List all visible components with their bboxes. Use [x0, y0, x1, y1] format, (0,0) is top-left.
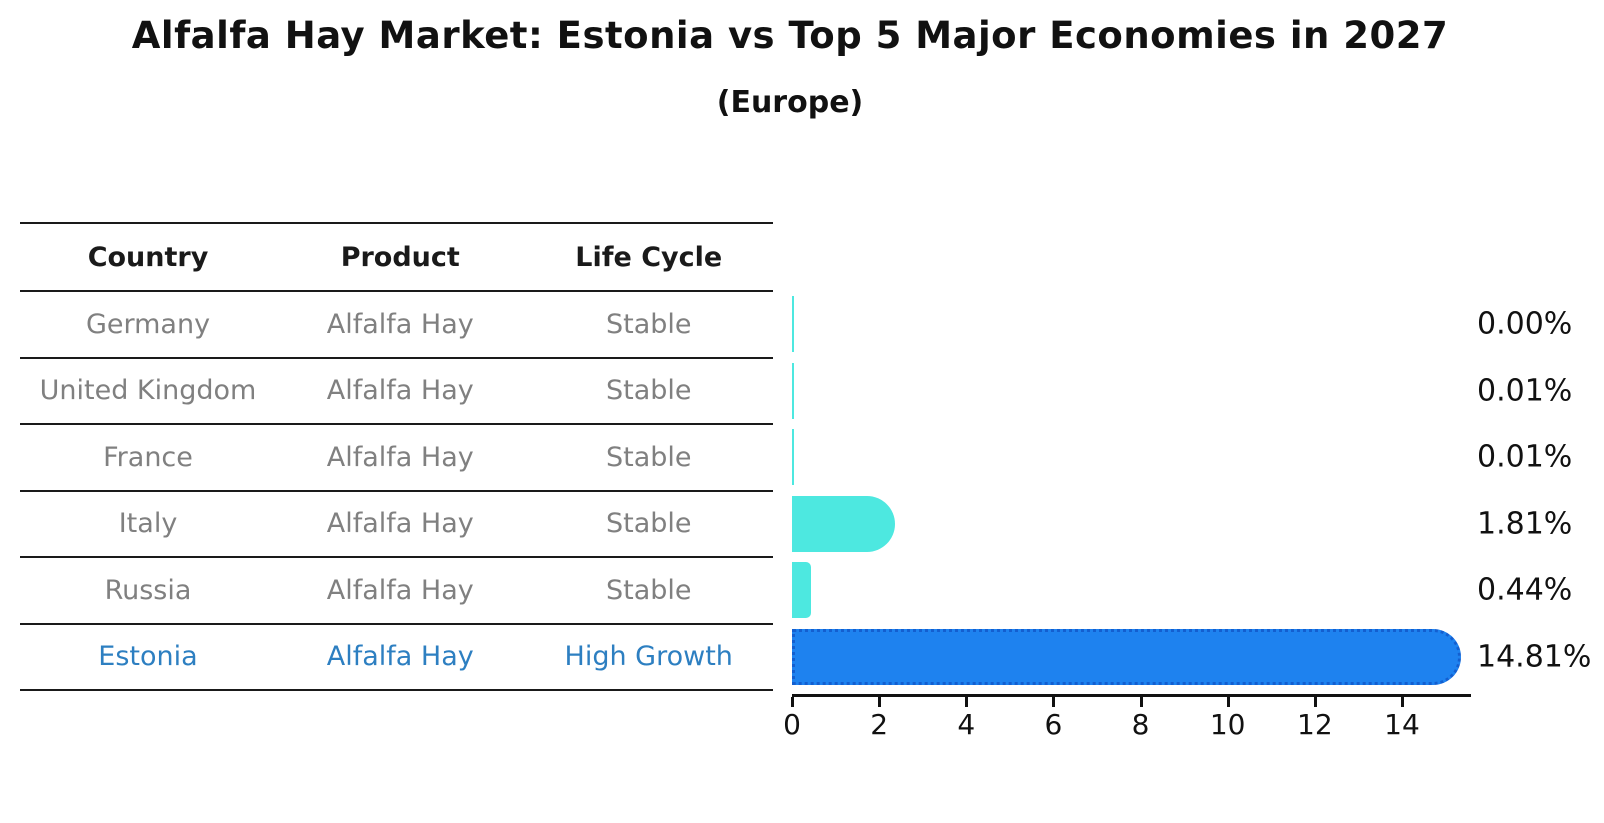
- x-tick-mark: [878, 697, 882, 707]
- table-row: Germany Alfalfa Hay Stable: [20, 292, 773, 359]
- value-label: 14.81%: [1477, 639, 1592, 674]
- x-tick-label: 14: [1384, 708, 1420, 741]
- x-tick-label: 2: [870, 708, 889, 741]
- bar-germany: [792, 296, 794, 352]
- x-tick-label: 10: [1209, 708, 1246, 741]
- country-cell: France: [103, 441, 193, 473]
- bar-italy: [792, 495, 895, 552]
- country-cell: Russia: [104, 574, 192, 606]
- column-header: Life Cycle: [575, 241, 723, 273]
- life-cycle-cell: Stable: [605, 574, 692, 606]
- table-row: France Alfalfa Hay Stable: [20, 425, 773, 492]
- country-cell: Germany: [85, 308, 211, 340]
- x-tick-label: 0: [783, 708, 801, 741]
- life-cycle-cell: Stable: [605, 308, 692, 340]
- table-header-row: Country Product Life Cycle: [20, 224, 773, 292]
- product-cell: Alfalfa Hay: [326, 441, 474, 473]
- info-table: Country Product Life Cycle Germany Alfalfa H…: [20, 222, 773, 691]
- x-axis-line: [792, 694, 1471, 697]
- value-label: 0.44%: [1477, 572, 1573, 608]
- x-tick-mark: [1226, 697, 1230, 707]
- x-tick-mark: [1313, 697, 1317, 707]
- x-tick-mark: [1052, 697, 1056, 707]
- x-tick-label: 8: [1131, 708, 1150, 741]
- value-label: 0.00%: [1477, 306, 1573, 342]
- bar-france: [792, 429, 794, 485]
- country-cell: United Kingdom: [39, 375, 257, 407]
- chart-title: Alfalfa Hay Market: Estonia vs Top 5 Maj…: [131, 14, 1449, 57]
- value-label: 0.01%: [1477, 373, 1573, 408]
- column-header: Product: [340, 241, 460, 273]
- chart-header: Alfalfa Hay Market: Estonia vs Top 5 Maj…: [0, 14, 1580, 120]
- column-header: Country: [87, 241, 209, 273]
- life-cycle-cell: High Growth: [564, 641, 733, 673]
- value-label: 1.81%: [1477, 506, 1573, 541]
- bar-united-kingdom: [792, 362, 794, 419]
- table-row: Russia Alfalfa Hay Stable: [20, 558, 773, 625]
- life-cycle-cell: Stable: [605, 375, 692, 407]
- product-cell: Alfalfa Hay: [326, 641, 474, 673]
- product-cell: Alfalfa Hay: [326, 574, 474, 606]
- product-cell: Alfalfa Hay: [326, 375, 474, 407]
- x-tick-label: 12: [1297, 708, 1333, 741]
- life-cycle-cell: Stable: [605, 441, 692, 473]
- country-cell: Estonia: [98, 641, 198, 673]
- x-tick-mark: [965, 697, 969, 707]
- bar-estonia: [792, 628, 1462, 685]
- x-tick-label: 4: [957, 708, 976, 741]
- value-label: 0.01%: [1477, 439, 1573, 475]
- x-tick-mark: [1400, 697, 1404, 707]
- x-tick-label: 6: [1044, 708, 1063, 741]
- x-tick-mark: [1139, 697, 1143, 707]
- country-cell: Italy: [118, 508, 178, 540]
- chart-subtitle: (Europe): [716, 85, 864, 120]
- life-cycle-cell: Stable: [605, 508, 692, 540]
- bar-russia: [792, 562, 812, 618]
- table-row: United Kingdom Alfalfa Hay Stable: [20, 359, 773, 425]
- table-row: Italy Alfalfa Hay Stable: [20, 492, 773, 558]
- product-cell: Alfalfa Hay: [326, 308, 474, 340]
- product-cell: Alfalfa Hay: [326, 508, 474, 540]
- table-row: Estonia Alfalfa Hay High Growth: [20, 625, 773, 691]
- x-tick-mark: [791, 697, 794, 707]
